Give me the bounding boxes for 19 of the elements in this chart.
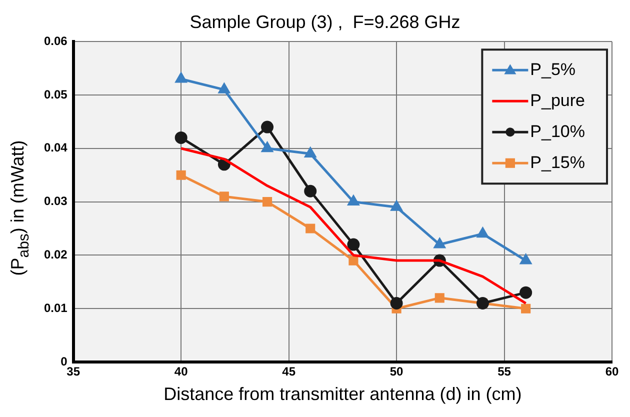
y-tick-label: 0.04 [44,140,68,155]
x-tick-label: 60 [605,364,619,379]
x-tick-label: 50 [390,364,404,379]
chart-title: Sample Group (3) , F=9.268 GHz [190,12,460,32]
x-tick-label: 55 [498,364,512,379]
y-tick-label: 0.06 [44,34,68,48]
y-tick-label: 0.05 [44,87,68,102]
x-tick-label: 35 [66,364,80,379]
legend-label: P_5% [530,60,576,79]
x-tick-label: 45 [282,364,296,379]
y-tick-label: 0.01 [44,300,68,315]
x-axis-title: Distance from transmitter antenna (d) in (cm) [164,384,522,404]
legend-label: P_10% [530,122,586,141]
legend-label: P_pure [530,90,586,110]
y-tick-label: 0 [60,354,68,368]
y-tick-label: 0.02 [44,248,68,262]
x-tick-label: 40 [174,364,188,379]
legend-label: P_15% [530,152,586,172]
y-tick-label: 0.03 [44,194,68,208]
